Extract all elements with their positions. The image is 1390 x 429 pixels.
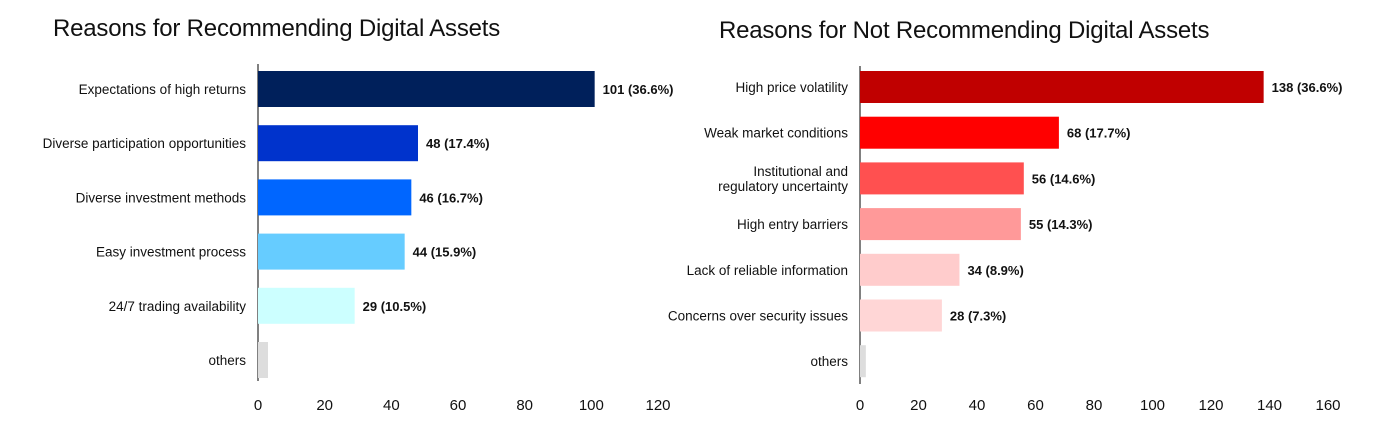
x-tick-label: 120: [1198, 397, 1223, 414]
recommending-chart-panel: Reasons for Recommending Digital Assets …: [43, 15, 674, 414]
bar: [860, 71, 1264, 103]
x-tick-label: 0: [856, 397, 864, 414]
bar: [258, 233, 405, 270]
bar: [258, 125, 418, 162]
recommending-bar-chart: Expectations of high returns 101 (36.6%) D…: [43, 64, 674, 414]
x-tick-label: 60: [450, 397, 467, 414]
data-label: 29 (10.5%): [363, 299, 427, 314]
bar: [860, 345, 866, 378]
x-tick-label: 120: [645, 397, 670, 414]
bar: [860, 162, 1024, 195]
category-label: regulatory uncertainty: [718, 179, 848, 194]
data-label: 46 (16.7%): [419, 190, 483, 205]
x-tick-label: 140: [1257, 397, 1282, 414]
category-label: 24/7 trading availability: [109, 299, 247, 314]
x-tick-label: 80: [1086, 397, 1103, 414]
category-label: Diverse participation opportunities: [43, 136, 247, 151]
data-label: 138 (36.6%): [1272, 80, 1343, 95]
category-label: Concerns over security issues: [668, 309, 848, 324]
data-label: 101 (36.6%): [603, 82, 674, 97]
category-label: Easy investment process: [96, 245, 246, 260]
bar: [860, 116, 1059, 149]
data-label: 56 (14.6%): [1032, 171, 1096, 186]
category-label: Diverse investment methods: [76, 190, 247, 205]
not-recommending-bar-chart: High price volatility 138 (36.6%) Weak mar…: [668, 66, 1343, 414]
data-label: 28 (7.3%): [950, 309, 1006, 324]
x-tick-label: 160: [1315, 397, 1340, 414]
category-label: Expectations of high returns: [79, 82, 247, 97]
data-label: 48 (17.4%): [426, 136, 490, 151]
category-label: High price volatility: [735, 80, 848, 95]
x-tick-label: 60: [1027, 397, 1044, 414]
category-label: Lack of reliable information: [687, 263, 848, 278]
x-tick-label: 100: [1140, 397, 1165, 414]
category-label: others: [208, 353, 246, 368]
x-tick-label: 40: [383, 397, 400, 414]
bar: [258, 179, 412, 216]
category-label: High entry barriers: [737, 217, 848, 232]
bar: [860, 299, 942, 332]
bar: [258, 287, 355, 324]
category-label: others: [810, 354, 848, 369]
data-label: 68 (17.7%): [1067, 126, 1131, 141]
x-tick-label: 20: [910, 397, 927, 414]
chart-title: Reasons for Not Recommending Digital Ass…: [719, 17, 1210, 44]
category-label: Institutional and: [753, 164, 848, 179]
x-tick-label: 40: [969, 397, 986, 414]
bar: [258, 342, 268, 378]
category-label: Weak market conditions: [704, 126, 848, 141]
x-tick-label: 100: [579, 397, 604, 414]
x-tick-label: 20: [316, 397, 333, 414]
data-label: 55 (14.3%): [1029, 217, 1093, 232]
bar: [860, 208, 1021, 241]
x-tick-label: 0: [254, 397, 262, 414]
bar: [860, 253, 960, 286]
not-recommending-chart-panel: Reasons for Not Recommending Digital Ass…: [660, 0, 1390, 429]
x-tick-label: 80: [516, 397, 533, 414]
bar: [258, 71, 595, 107]
chart-title: Reasons for Recommending Digital Assets: [53, 15, 501, 42]
data-label: 44 (15.9%): [413, 245, 477, 260]
data-label: 34 (8.9%): [967, 263, 1023, 278]
